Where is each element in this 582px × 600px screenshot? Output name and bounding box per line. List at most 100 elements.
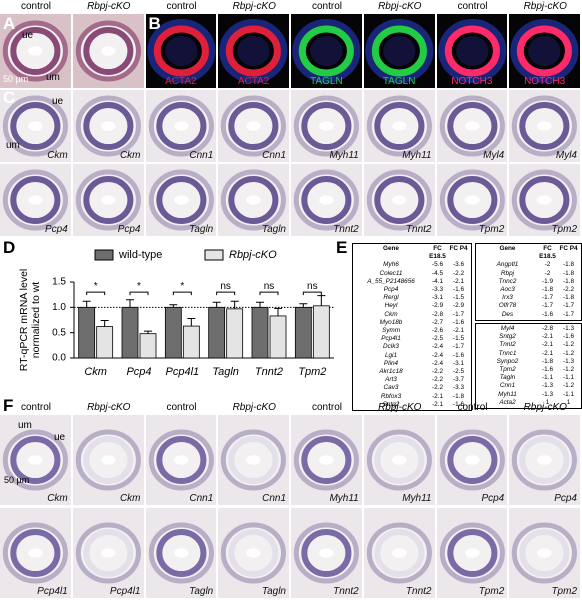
column-header: control — [311, 402, 342, 413]
table-cell: Tnnt2 — [499, 341, 516, 349]
tissue — [366, 169, 432, 231]
gene-label: Pcp4l1 — [109, 586, 141, 597]
table-cell: -1.2 — [562, 366, 574, 374]
table-row: Gene FC E18.5 FC P4 — [478, 245, 579, 261]
tissue — [293, 429, 359, 491]
significance-label: * — [94, 281, 98, 292]
error-bar — [212, 301, 221, 308]
tissue — [365, 18, 434, 84]
image-panel — [0, 14, 71, 88]
tissue — [221, 522, 287, 584]
table-cell: Sntg2 — [499, 333, 516, 341]
table-row: A_55_P2148656 -4.1 -2.1 — [355, 278, 469, 286]
bar — [226, 308, 244, 359]
bar — [251, 306, 269, 359]
table-cell: -2.1 — [431, 392, 443, 400]
tissue — [148, 95, 214, 157]
x-tick-label: Tpm2 — [298, 366, 326, 378]
table-cell: -2.4 — [431, 343, 443, 351]
table-cell: -3.1 — [431, 294, 443, 302]
gene-label: Tpm2 — [478, 224, 505, 235]
image-panel: TAGLN — [291, 14, 362, 88]
table-row: Rbpj -2 -1.8 — [478, 270, 579, 278]
table-cell: 1 — [545, 398, 550, 406]
significance-label: ns — [307, 281, 318, 292]
column-header: Rbpj-cKO — [523, 1, 567, 12]
tissue — [75, 429, 141, 491]
gene-label: Myh11 — [402, 150, 432, 161]
table-cell: Dclk3 — [383, 343, 399, 351]
gene-label: Tagln — [189, 224, 214, 235]
significance-label: * — [180, 281, 184, 292]
significance-label: * — [137, 281, 141, 292]
table-cell: FC P4 — [449, 245, 468, 252]
error-bar — [82, 300, 91, 308]
table-cell: -2.1 — [541, 349, 553, 357]
image-panel: Pcp4l1 — [72, 508, 144, 598]
gene-label: Tagln — [261, 586, 286, 597]
image-panel: Tagln — [218, 164, 289, 236]
image-panel: Myl4 — [436, 90, 508, 162]
scale-label: 50 µm — [4, 475, 30, 485]
table: Gene FC E18.5 FC P4 Myh6 -5.6 -3.6 Colec11 -4.5… — [352, 243, 472, 412]
table-row: Sntg2 -2.1 -1.6 — [478, 333, 579, 341]
table-cell: -2.1 — [452, 277, 464, 285]
panel-letter: F — [3, 396, 14, 415]
tissue — [512, 169, 578, 231]
gene-label: Myh11 — [402, 493, 432, 504]
table-cell: Myh11 — [498, 390, 517, 398]
tissue — [293, 522, 359, 584]
image-panel: Ckm — [72, 90, 144, 162]
table-cell: -1.6 — [452, 286, 464, 294]
table-cell: -1.5 — [452, 294, 464, 302]
table-cell: -3.3 — [452, 384, 464, 392]
table-row: Colec11 -4.5 -2.2 — [355, 270, 469, 278]
x-tick-label: Pcp4 — [126, 366, 151, 378]
table-cell: -1.2 — [562, 349, 574, 357]
table-cell: -1.2 — [562, 341, 574, 349]
tissue — [292, 18, 361, 84]
table-cell: Synpo2 — [496, 357, 519, 365]
image-panel: Pcp4 — [509, 415, 580, 505]
column-header: Rbpj-cKO — [378, 1, 422, 12]
table-cell: Lgi1 — [384, 351, 398, 359]
gene-label: Ckm — [119, 150, 141, 161]
table-row: Tnnc1 -2.1 -1.2 — [478, 350, 579, 358]
table-cell: -2.8 — [541, 325, 553, 332]
table-row: Cav3 -2.2 -3.3 — [355, 384, 469, 392]
tissue — [75, 169, 141, 231]
table-cell: Colec11 — [379, 269, 403, 277]
image-panel: Myl4 — [509, 90, 580, 162]
bar — [164, 306, 182, 359]
table-row: Lgi1 -2.4 -1.6 — [355, 352, 469, 360]
column-header: control — [457, 402, 488, 413]
image-panel: NOTCH3 — [436, 14, 508, 88]
gene-label: Myl4 — [555, 150, 577, 161]
column-header: control — [20, 1, 51, 12]
table-cell: -1.3 — [541, 390, 553, 398]
tissue — [439, 522, 505, 584]
table-cell: 1 — [566, 398, 571, 406]
table-row: Heyl -2.9 -2.9 — [355, 302, 469, 310]
table-cell: Pcp4 — [383, 286, 399, 294]
table-cell: Cav3 — [383, 384, 399, 392]
table-cell: -2.1 — [541, 341, 553, 349]
column-header: Rbpj-cKO — [523, 402, 567, 413]
image-panel: Tnnt2 — [363, 164, 435, 236]
table-cell: Heyl — [384, 302, 398, 310]
image-panel: NOTCH3 — [509, 14, 580, 88]
table-cell: -1.6 — [452, 351, 464, 359]
image-panel: ACTA2 — [145, 14, 217, 88]
panel-letter: B — [148, 14, 161, 33]
table-row: Aoc3 -1.8 -2.2 — [478, 286, 579, 294]
error-bar — [187, 317, 196, 327]
panel-letter: A — [3, 14, 16, 33]
gene-label: Pcp4 — [44, 224, 68, 235]
table-cell: Akr1c18 — [379, 368, 403, 376]
y-tick-label: 0.0 — [52, 353, 66, 364]
table-row: Pcp4 -3.3 -1.6 — [355, 286, 469, 294]
tissue — [2, 169, 68, 231]
table-cell: -2.1 — [431, 400, 443, 408]
tissue — [439, 95, 505, 157]
table-row: Dclk3 -2.4 -1.7 — [355, 343, 469, 351]
